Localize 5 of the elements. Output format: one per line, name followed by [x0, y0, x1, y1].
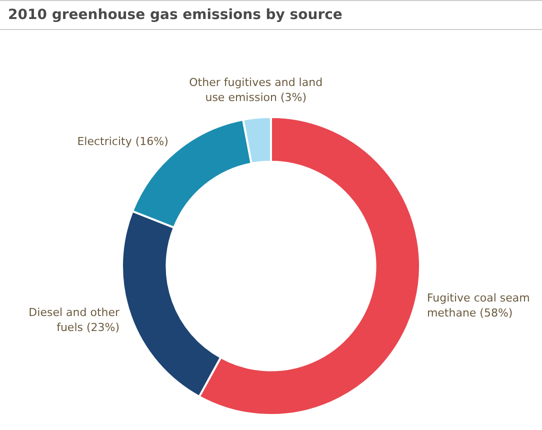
slice-label: Fugitive coal seam methane (58%): [426, 291, 530, 320]
slice-label: Other fugitives and land use emission (3%): [189, 76, 323, 104]
slice-label: Electricity (16%): [77, 134, 168, 148]
slice-label: Diesel and other fuels (23%): [28, 306, 120, 334]
chart-title: 2010 greenhouse gas emissions by source: [0, 0, 542, 30]
